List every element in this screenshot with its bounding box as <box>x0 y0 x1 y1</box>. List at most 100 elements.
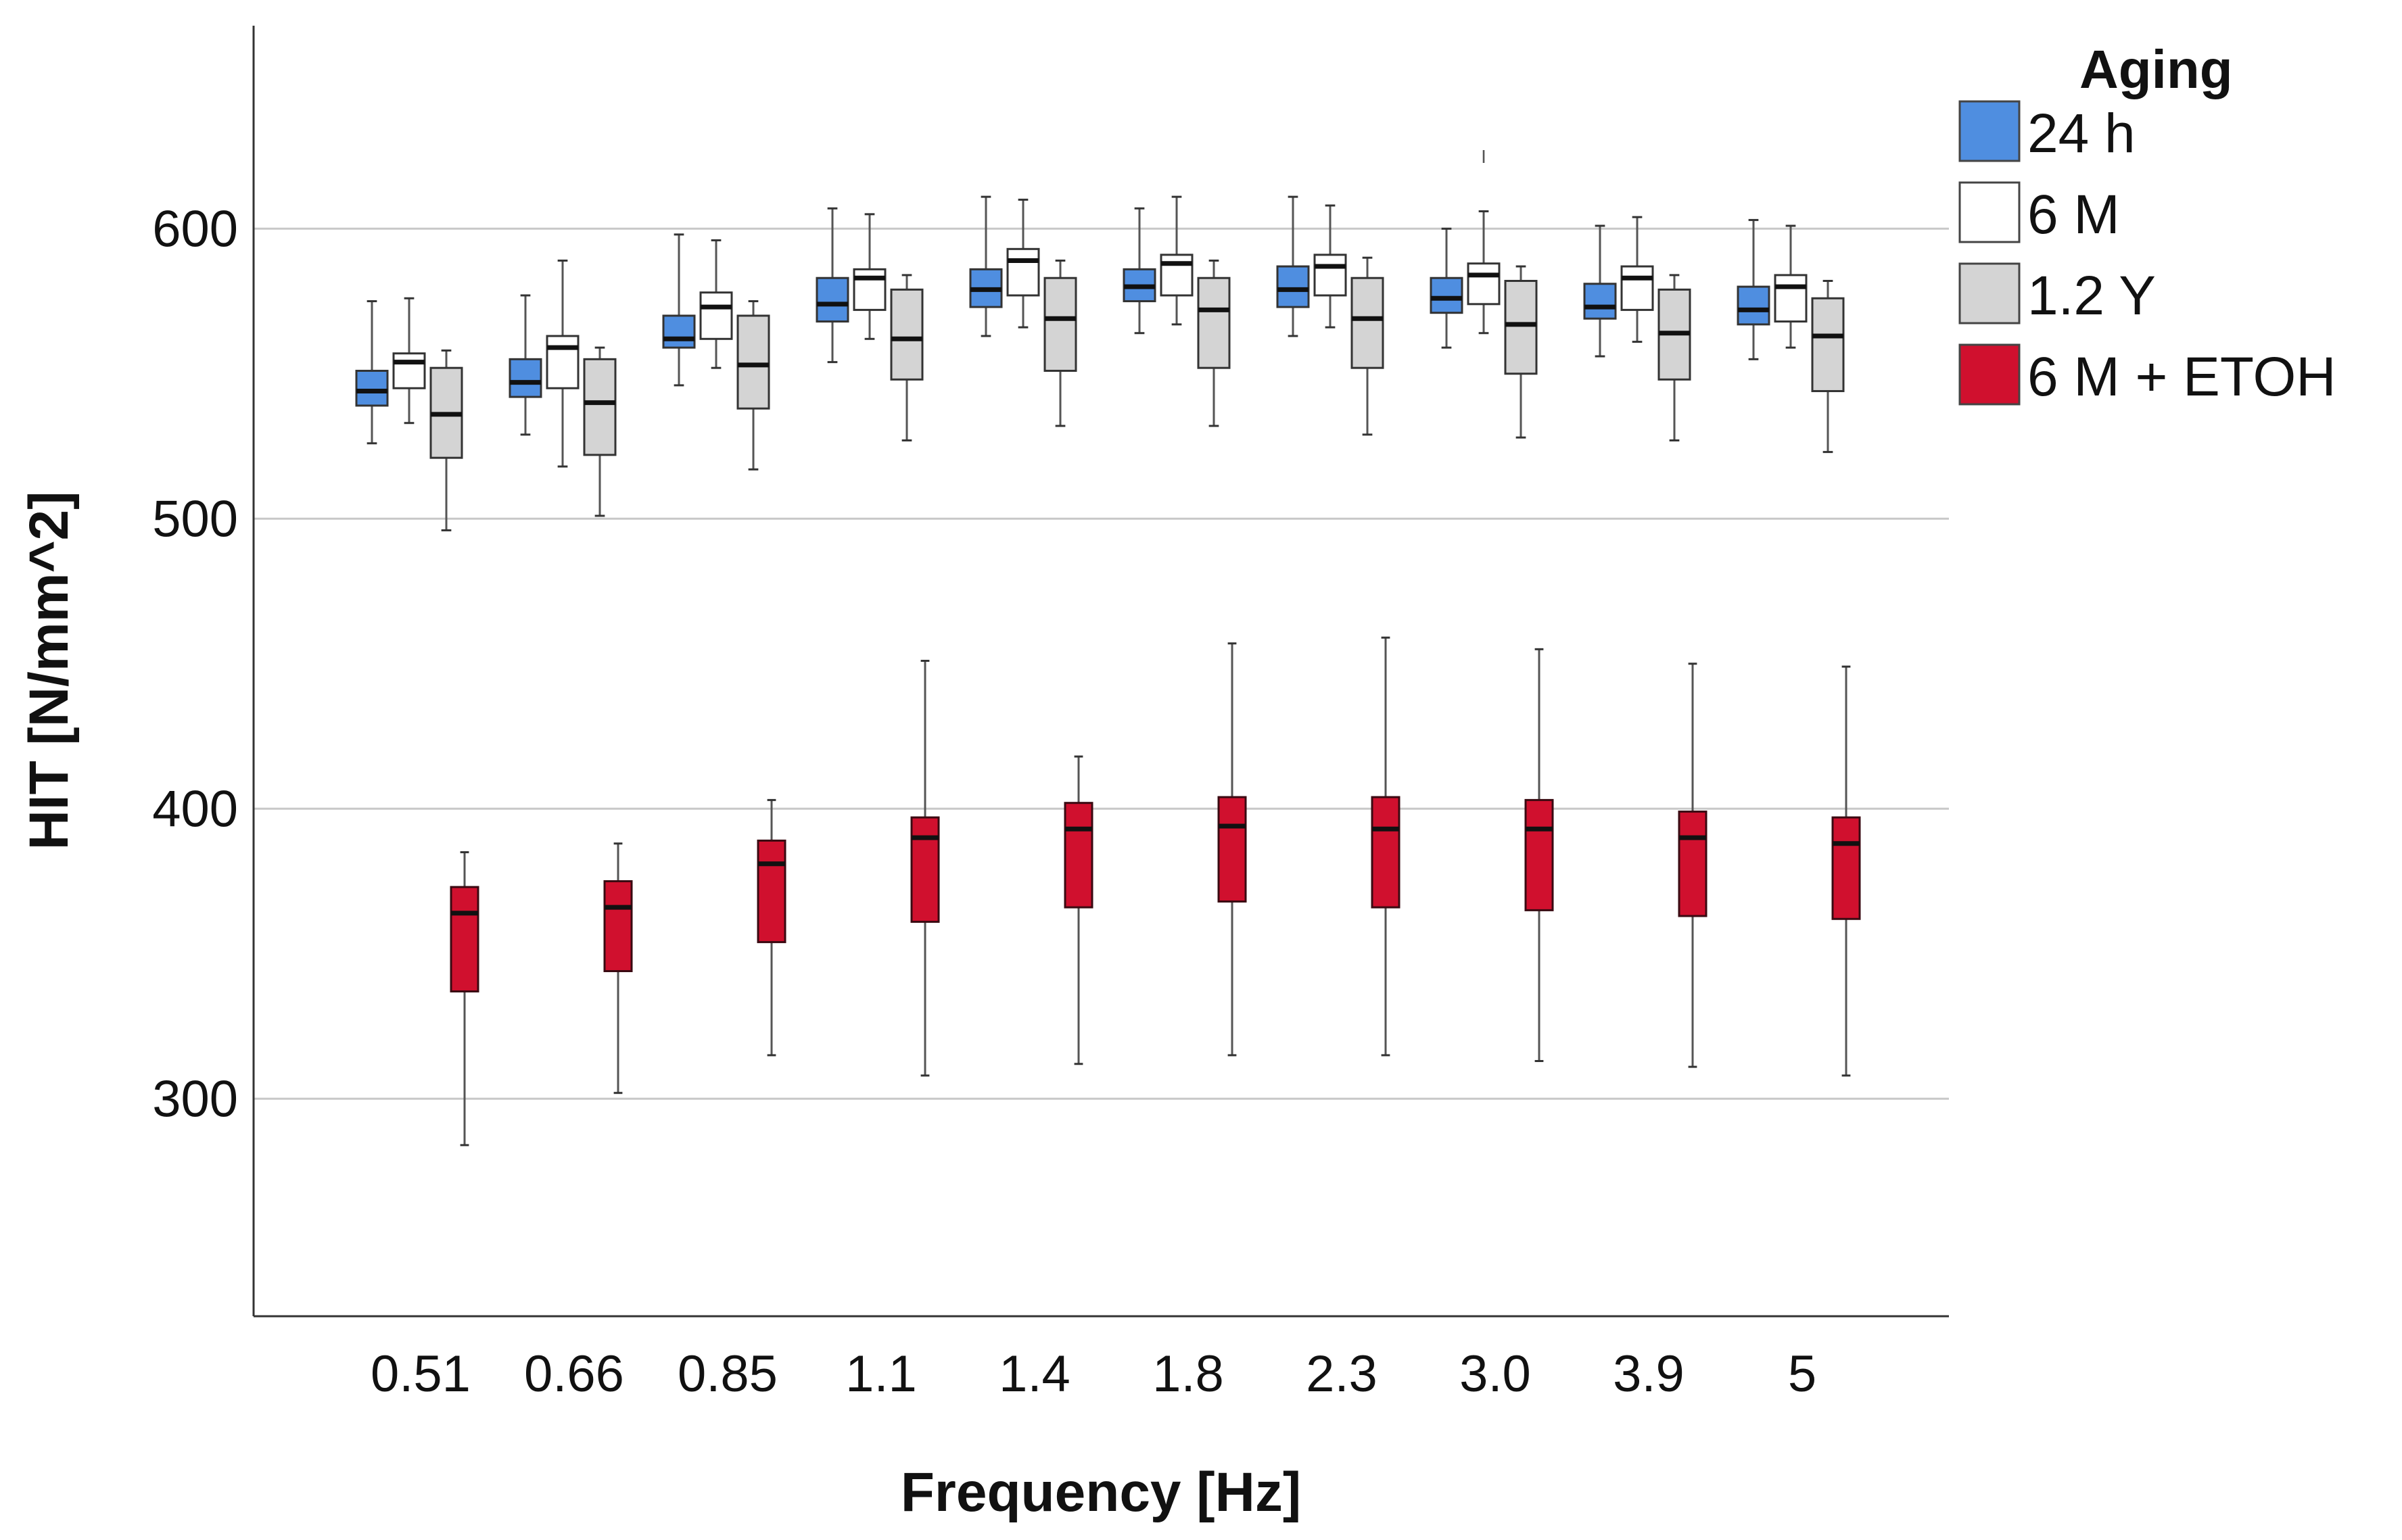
y-tick-label: 600 <box>152 200 238 258</box>
box <box>853 213 887 340</box>
box-iqr <box>1064 802 1093 909</box>
box-iqr <box>1160 254 1194 297</box>
box-iqr <box>1430 276 1463 314</box>
box-iqr <box>910 816 940 923</box>
box-iqr <box>1371 796 1400 909</box>
box <box>1123 207 1156 335</box>
x-tick-label: 3.0 <box>1459 1345 1531 1403</box>
box <box>1217 642 1247 1057</box>
box-iqr <box>1276 265 1310 308</box>
y-tick-labels: 300 400 500 600 <box>152 200 238 1128</box>
box-iqr <box>1217 796 1247 903</box>
box-iqr <box>583 358 617 456</box>
box-iqr <box>392 352 426 389</box>
box <box>969 195 1003 337</box>
box <box>1043 259 1077 427</box>
box <box>1197 259 1231 427</box>
x-tick-label: 0.85 <box>678 1345 778 1403</box>
box <box>816 207 849 364</box>
box-iqr <box>1467 262 1501 306</box>
box <box>1064 755 1093 1065</box>
y-axis-title: HIT [N/mm^2] <box>18 491 80 850</box>
box <box>1467 210 1501 335</box>
box <box>699 239 733 369</box>
box-iqr <box>1043 276 1077 372</box>
box <box>509 294 542 436</box>
box-series: I <box>355 146 1861 1147</box>
box-iqr <box>1350 276 1384 369</box>
box <box>1160 195 1194 326</box>
series-6-m <box>392 195 1808 468</box>
y-tick-label: 300 <box>152 1070 238 1128</box>
x-tick-label: 5 <box>1788 1345 1816 1403</box>
y-tick-label: 400 <box>152 780 238 838</box>
x-tick-labels: 0.51 0.66 0.85 1.1 1.4 1.8 2.3 3.0 3.9 5 <box>371 1345 1816 1403</box>
x-tick-label: 0.51 <box>371 1345 471 1403</box>
box <box>662 233 696 387</box>
box <box>1774 224 1808 349</box>
box <box>736 300 770 471</box>
box <box>1430 227 1463 349</box>
legend-label: 1.2 Y <box>2027 265 2156 327</box>
box-iqr <box>890 288 924 381</box>
x-tick-label: 3.9 <box>1613 1345 1685 1403</box>
legend-label: 6 M <box>2027 184 2120 245</box>
box-iqr <box>1774 274 1808 323</box>
x-axis-title: Frequency [Hz] <box>901 1462 1301 1523</box>
box-iqr <box>757 839 786 944</box>
series-1-2-y: I <box>429 146 1845 531</box>
box-iqr <box>1006 247 1040 297</box>
box <box>1831 665 1861 1077</box>
box-iqr <box>1620 265 1654 311</box>
box <box>1657 274 1691 441</box>
box <box>583 346 617 517</box>
box-iqr <box>603 880 633 973</box>
box <box>1737 218 1770 360</box>
box <box>1313 204 1347 329</box>
box <box>1678 663 1708 1068</box>
outlier-marker: I <box>1481 146 1486 167</box>
box-iqr <box>1811 297 1845 393</box>
box <box>1350 256 1384 436</box>
box-iqr <box>546 335 580 389</box>
box-iqr <box>1737 285 1770 326</box>
box-iqr <box>1524 798 1554 911</box>
box-iqr <box>1197 276 1231 369</box>
box <box>1371 636 1400 1057</box>
box-iqr <box>509 358 542 398</box>
legend-title: Aging <box>2079 39 2233 99</box>
box-iqr <box>1678 811 1708 917</box>
box <box>603 842 633 1094</box>
box-iqr <box>355 369 389 407</box>
legend-label: 6 M + ETOH <box>2027 346 2336 408</box>
box <box>757 798 786 1057</box>
box-iqr <box>450 886 479 993</box>
box-iqr <box>1831 816 1861 920</box>
box-iqr <box>662 314 696 349</box>
box <box>429 349 463 531</box>
box <box>910 659 940 1077</box>
legend-swatch <box>1958 343 2021 406</box>
box <box>392 297 426 425</box>
y-tick-label: 500 <box>152 490 238 548</box>
box <box>1276 195 1310 337</box>
axes <box>252 26 1949 1318</box>
box <box>1583 224 1617 358</box>
box <box>546 259 580 468</box>
series-6-m-etoh <box>450 636 1861 1147</box>
legend-swatch <box>1958 181 2021 243</box>
box <box>1524 648 1554 1062</box>
box <box>450 851 479 1147</box>
x-tick-label: 1.4 <box>999 1345 1070 1403</box>
gridlines <box>254 227 1949 1100</box>
box-iqr <box>816 276 849 323</box>
legend-swatch <box>1958 100 2021 162</box>
box-iqr <box>1313 254 1347 297</box>
x-tick-label: 1.1 <box>845 1345 917 1403</box>
x-tick-label: 0.66 <box>524 1345 624 1403</box>
x-tick-label: 1.8 <box>1152 1345 1224 1403</box>
box <box>890 274 924 441</box>
box-iqr <box>736 314 770 410</box>
box-iqr <box>1583 283 1617 320</box>
